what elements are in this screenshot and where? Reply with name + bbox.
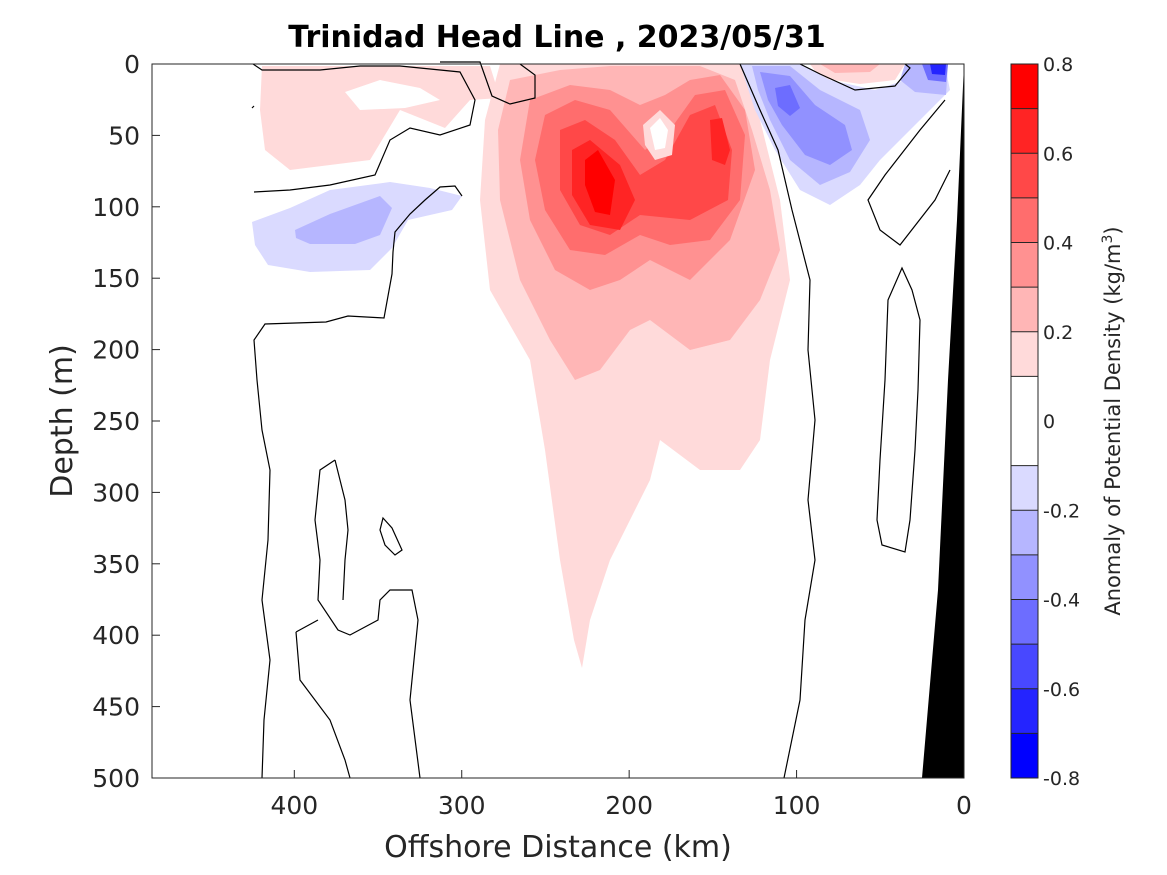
colorbar-label-prefix: Anomaly of Potential Density (kg/m xyxy=(1101,244,1125,616)
colorbar-label-sup: 3 xyxy=(1100,235,1116,244)
colorbar-swatch xyxy=(1011,64,1038,109)
zero-contour-line xyxy=(876,266,921,553)
y-tick-label: 0 xyxy=(124,50,140,79)
y-axis-title: Depth (m) xyxy=(45,344,80,498)
zero-contour-line xyxy=(867,99,951,246)
colorbar-tick-label: 0.6 xyxy=(1043,143,1073,165)
y-tick-label: 100 xyxy=(92,193,140,222)
zero-contour-line xyxy=(251,105,255,109)
y-tick-label: 250 xyxy=(92,407,140,436)
zero-contour-line xyxy=(379,516,403,556)
colorbar-swatch xyxy=(1011,599,1038,645)
colorbar: 0.8 0.6 0.4 0.2 0 -0.2 -0.4 -0.6 -0.8 Anomaly of… xyxy=(1010,54,1125,790)
colorbar-tick-label: 0.8 xyxy=(1043,54,1073,76)
y-tick-label: 200 xyxy=(92,336,140,365)
colorbar-tick-label: -0.8 xyxy=(1043,768,1080,790)
colorbar-label-suffix: ) xyxy=(1101,226,1125,234)
offshore-positive-patch-hole xyxy=(345,80,440,110)
colorbar-ticks: 0.8 0.6 0.4 0.2 0 -0.2 -0.4 -0.6 -0.8 xyxy=(1011,54,1080,790)
zero-contour-line xyxy=(440,61,536,105)
colorbar-tick-label: -0.2 xyxy=(1043,500,1080,522)
y-tick-label: 450 xyxy=(92,693,140,722)
colorbar-tick-label: -0.4 xyxy=(1043,590,1080,612)
colorbar-swatch xyxy=(1011,733,1038,778)
y-tick-label: 500 xyxy=(92,764,140,793)
zero-contour-line xyxy=(295,631,351,779)
zero-contour-line xyxy=(799,63,911,91)
colorbar-swatch xyxy=(1011,108,1038,154)
x-axis-title: Offshore Distance (km) xyxy=(384,830,732,865)
colorbar-tick-label: 0.2 xyxy=(1043,322,1073,344)
plot-area xyxy=(151,61,965,779)
nearshore-negative-band-0-4 xyxy=(775,85,800,116)
colorbar-tick-label: -0.6 xyxy=(1043,679,1080,701)
bathymetry-land xyxy=(922,64,964,778)
colorbar-label: Anomaly of Potential Density (kg/m3) xyxy=(1100,226,1125,615)
colorbar-swatch xyxy=(1011,331,1038,377)
x-axis: 400 300 200 100 0 xyxy=(270,770,972,820)
x-tick-label: 200 xyxy=(605,791,653,820)
colorbar-swatch xyxy=(1011,465,1038,511)
y-tick-label: 400 xyxy=(92,621,140,650)
x-tick-label: 0 xyxy=(956,791,972,820)
y-axis: 0 50 100 150 200 250 300 350 400 450 500 xyxy=(92,50,160,793)
y-tick-label: 300 xyxy=(92,478,140,507)
colorbar-swatch xyxy=(1011,153,1038,198)
colorbar-swatches xyxy=(1011,64,1038,778)
zero-contour-line xyxy=(253,185,463,779)
y-tick-label: 150 xyxy=(92,264,140,293)
colorbar-swatch xyxy=(1011,510,1038,555)
colorbar-swatch xyxy=(1011,197,1038,243)
offshore-negative-patch-inner xyxy=(295,196,392,244)
zero-contour-line xyxy=(314,459,421,779)
surface-positive-patch-inner xyxy=(820,64,880,73)
zero-contour-line xyxy=(252,63,476,193)
colorbar-swatch xyxy=(1011,554,1038,600)
contour-fill-layer xyxy=(252,64,964,778)
zero-contour-layer xyxy=(251,61,951,779)
zero-contour-line xyxy=(334,459,349,601)
colorbar-tick-label: 0 xyxy=(1043,411,1055,433)
x-tick-label: 100 xyxy=(773,791,821,820)
surface-negative-band-0-6 xyxy=(930,64,946,75)
colorbar-swatch xyxy=(1011,287,1038,332)
colorbar-tick-label: 0.4 xyxy=(1043,233,1073,255)
x-tick-label: 300 xyxy=(438,791,486,820)
chart-title: Trinidad Head Line , 2023/05/31 xyxy=(288,20,825,55)
zero-contour-line xyxy=(739,63,816,779)
positive-gap-inner xyxy=(650,118,668,150)
y-tick-label: 50 xyxy=(108,121,140,150)
positive-band-0-7 xyxy=(585,150,615,215)
x-tick-label: 400 xyxy=(270,791,318,820)
offshore-positive-patch xyxy=(260,66,500,170)
zero-contour-line xyxy=(295,619,319,633)
colorbar-swatch xyxy=(1011,644,1038,689)
colorbar-swatch xyxy=(1011,688,1038,734)
colorbar-swatch xyxy=(1011,376,1038,466)
y-tick-label: 350 xyxy=(92,550,140,579)
colorbar-swatch xyxy=(1011,242,1038,288)
